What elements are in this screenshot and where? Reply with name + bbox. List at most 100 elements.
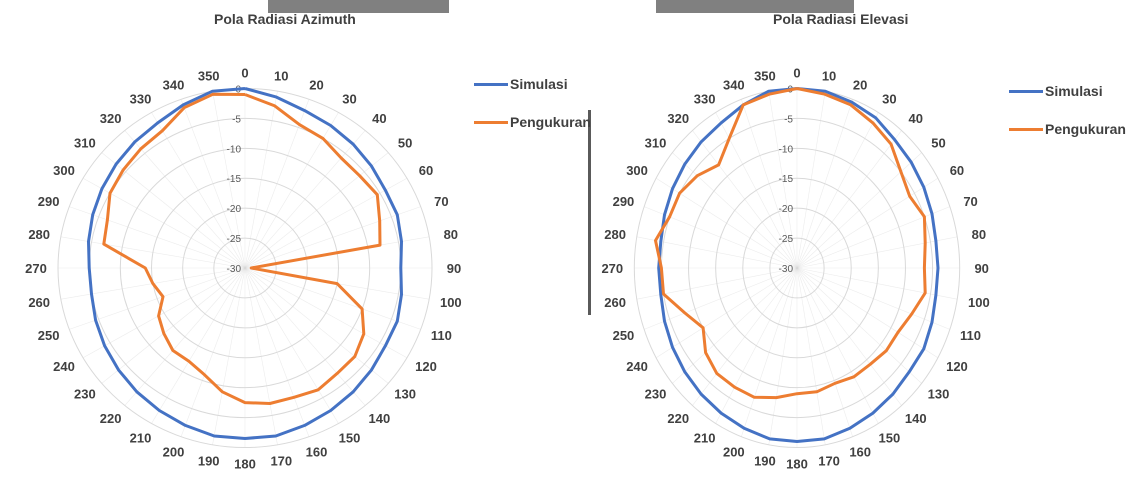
grid-spoke bbox=[796, 91, 826, 269]
grid-spoke bbox=[655, 267, 798, 359]
angle-tick-label: 220 bbox=[667, 411, 689, 426]
grid-spoke bbox=[796, 267, 922, 384]
grid-spoke bbox=[244, 91, 278, 269]
grid-spoke bbox=[244, 267, 389, 384]
legend-swatch-simulasi bbox=[1009, 89, 1043, 93]
grid-spoke bbox=[768, 267, 798, 445]
angle-tick-label: 270 bbox=[25, 261, 47, 276]
angle-tick-label: 340 bbox=[163, 77, 185, 92]
legend-swatch-pengukuran bbox=[474, 120, 508, 124]
angle-tick-label: 60 bbox=[950, 163, 964, 178]
grid-spoke bbox=[244, 152, 389, 269]
angle-tick-label: 300 bbox=[53, 163, 75, 178]
angle-tick-label: 290 bbox=[38, 194, 60, 209]
angle-tick-label: 0 bbox=[793, 65, 800, 80]
angle-tick-label: 240 bbox=[53, 359, 75, 374]
vertical-divider-bar bbox=[588, 110, 591, 315]
angle-tick-label: 300 bbox=[626, 163, 648, 178]
angle-tick-label: 150 bbox=[878, 430, 900, 445]
polar-chart-azimuth: 0-5-10-15-20-25-300 102030405060708090100… bbox=[25, 65, 462, 471]
chart-title-elevasi: Pola Radiasi Elevasi bbox=[773, 11, 909, 27]
grid-spoke bbox=[796, 267, 939, 359]
series-line-simulasi bbox=[657, 87, 940, 443]
angle-tick-label: 0 bbox=[241, 65, 248, 80]
grid-spoke bbox=[69, 206, 246, 269]
angle-tick-label: 130 bbox=[928, 387, 950, 402]
angle-tick-label: 350 bbox=[198, 68, 220, 83]
grid-spoke bbox=[715, 267, 798, 424]
angle-tick-label: 260 bbox=[604, 295, 626, 310]
angle-tick-label: 80 bbox=[444, 227, 458, 242]
radial-tick-label: -5 bbox=[232, 114, 241, 125]
grid-spoke bbox=[82, 267, 246, 359]
grid-spoke bbox=[244, 177, 408, 269]
angle-tick-label: 320 bbox=[667, 111, 689, 126]
radial-tick-label: -20 bbox=[227, 204, 242, 215]
grid-spoke bbox=[644, 206, 798, 269]
grid-spoke bbox=[212, 91, 246, 269]
top-scrollbar-fragment-right bbox=[656, 0, 854, 13]
angle-tick-label: 230 bbox=[74, 387, 96, 402]
radial-tick-label: -25 bbox=[779, 234, 794, 245]
angle-tick-label: 210 bbox=[694, 430, 716, 445]
grid-spoke bbox=[101, 152, 246, 269]
angle-tick-label: 120 bbox=[946, 359, 968, 374]
angle-tick-label: 140 bbox=[905, 411, 927, 426]
grid-spoke bbox=[796, 206, 950, 269]
angle-tick-label: 310 bbox=[645, 135, 667, 150]
angle-tick-label: 120 bbox=[415, 359, 437, 374]
angle-tick-label: 160 bbox=[849, 445, 871, 460]
grid-spoke bbox=[124, 130, 246, 269]
angle-tick-label: 100 bbox=[968, 295, 990, 310]
grid-spoke bbox=[151, 267, 246, 424]
angle-tick-label: 220 bbox=[100, 411, 122, 426]
angle-tick-label: 70 bbox=[434, 194, 448, 209]
grid-spoke bbox=[741, 99, 798, 269]
grid-spoke bbox=[796, 267, 826, 445]
grid-spoke bbox=[636, 236, 798, 269]
grid-spoke bbox=[244, 267, 278, 445]
series-line-simulasi bbox=[87, 87, 403, 440]
angle-tick-label: 280 bbox=[28, 227, 50, 242]
grid-spoke bbox=[60, 236, 246, 269]
angle-tick-label: 190 bbox=[754, 454, 776, 469]
grid-spoke bbox=[796, 177, 939, 269]
angle-tick-label: 230 bbox=[645, 387, 667, 402]
angle-tick-label: 90 bbox=[974, 261, 988, 276]
angle-tick-label: 80 bbox=[972, 227, 986, 242]
legend-label-simulasi: Simulasi bbox=[1045, 83, 1103, 99]
grid-spoke bbox=[796, 236, 958, 269]
angle-tick-label: 170 bbox=[818, 454, 840, 469]
radial-tick-label: -20 bbox=[779, 204, 794, 215]
polar-grid bbox=[57, 87, 433, 449]
angle-tick-label: 310 bbox=[74, 135, 96, 150]
angle-tick-label: 20 bbox=[853, 77, 867, 92]
grid-spoke bbox=[101, 267, 246, 384]
legend-item-pengukuran: Pengukuran bbox=[474, 113, 591, 131]
angle-tick-label: 10 bbox=[274, 68, 288, 83]
angle-tick-label: 110 bbox=[431, 328, 452, 343]
grid-spoke bbox=[244, 267, 366, 406]
angle-tick-label: 250 bbox=[613, 328, 635, 343]
legend-label-pengukuran: Pengukuran bbox=[1045, 121, 1126, 137]
radial-tick-label: -5 bbox=[784, 114, 793, 125]
angle-tick-label: 250 bbox=[38, 328, 60, 343]
top-scrollbar-fragment-left bbox=[268, 0, 449, 13]
angle-tick-label: 50 bbox=[398, 135, 412, 150]
legend-swatch-pengukuran bbox=[1009, 127, 1043, 131]
angle-tick-label: 70 bbox=[963, 194, 977, 209]
angle-tick-label: 190 bbox=[198, 454, 220, 469]
grid-spoke bbox=[692, 267, 798, 406]
angle-tick-label: 130 bbox=[394, 387, 416, 402]
legend-azimuth: Simulasi Pengukuran bbox=[474, 75, 591, 131]
angle-tick-label: 140 bbox=[368, 411, 390, 426]
angle-tick-label: 330 bbox=[130, 92, 152, 107]
angle-tick-label: 290 bbox=[613, 194, 635, 209]
grid-spoke bbox=[796, 267, 902, 406]
legend-label-pengukuran: Pengukuran bbox=[510, 114, 591, 130]
grid-spoke bbox=[796, 112, 879, 269]
angle-tick-label: 320 bbox=[100, 111, 122, 126]
radial-tick-label: -15 bbox=[779, 174, 794, 185]
grid-spoke bbox=[244, 267, 339, 424]
grid-spoke bbox=[244, 99, 310, 269]
